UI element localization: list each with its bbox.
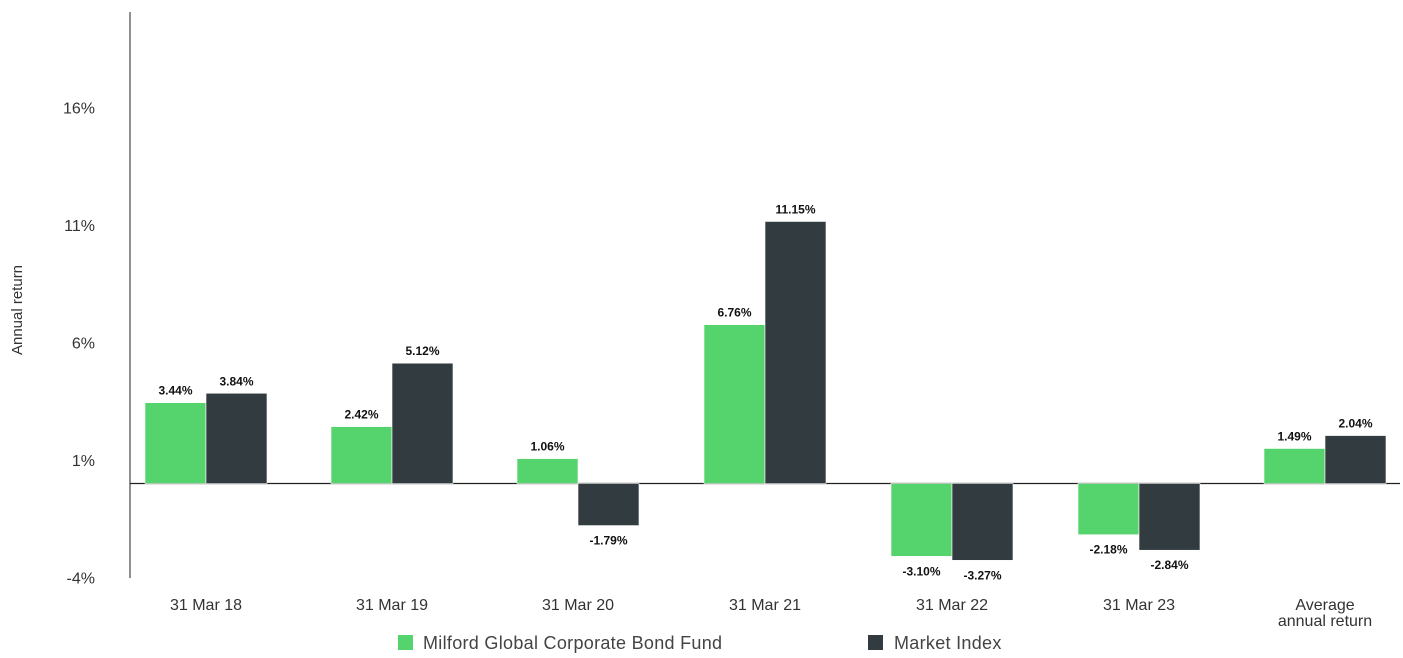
index-bar-value-label: -1.79% [589, 534, 627, 548]
fund-bar [1263, 448, 1326, 484]
index-bar-value-label: -3.27% [963, 568, 1001, 582]
index-bar-value-label: 5.12% [405, 344, 439, 358]
y-axis-title: Annual return [9, 265, 26, 355]
fund-bar [330, 426, 393, 484]
fund-bar-value-label: 3.44% [158, 384, 192, 398]
y-tick-label: 6% [72, 336, 95, 353]
fund-bar [1077, 483, 1140, 536]
index-bar [577, 483, 640, 526]
index-bar [205, 392, 268, 484]
fund-bar [890, 483, 953, 557]
index-bar [764, 221, 827, 484]
bars [144, 221, 1387, 561]
legend-swatch-index [868, 635, 883, 650]
fund-bar [703, 324, 766, 484]
y-tick-label: -4% [67, 571, 95, 588]
legend-label-index: Market Index [894, 633, 1002, 653]
fund-bar-value-label: 6.76% [717, 306, 751, 320]
x-category-label: Average annual return [1278, 597, 1372, 630]
fund-bar-value-label: 1.06% [530, 440, 564, 454]
fund-bar [144, 402, 207, 484]
index-bar-value-label: 11.15% [775, 202, 815, 216]
legend: Milford Global Corporate Bond Fund Market… [398, 633, 1002, 653]
index-bar-value-label: -2.84% [1150, 558, 1188, 572]
fund-bar [516, 458, 579, 484]
index-bar [1324, 435, 1387, 484]
index-bar [951, 483, 1014, 561]
index-bar [391, 362, 454, 484]
y-axis-title-group: Annual return [9, 265, 26, 355]
index-bar [1138, 483, 1201, 551]
fund-bar-value-label: 2.42% [344, 408, 378, 422]
x-category-label: 31 Mar 18 [170, 597, 242, 614]
fund-bar-value-label: -3.10% [902, 564, 940, 578]
category-labels: 31 Mar 18 31 Mar 19 31 Mar 20 31 Mar 21 31 M… [170, 597, 1372, 630]
x-category-label: 31 Mar 22 [916, 597, 988, 614]
index-bar-value-label: 2.04% [1338, 417, 1372, 431]
x-category-label: 31 Mar 20 [542, 597, 614, 614]
y-tick-labels: -4% 1% 6% 11% 16% [63, 101, 95, 588]
bar-value-labels: 3.44% 2.42% 1.06% 6.76% -3.10% -2.18% 1.49% 3.8… [158, 202, 1372, 582]
x-category-label: 31 Mar 23 [1103, 597, 1175, 614]
y-tick-label: 1% [72, 453, 95, 470]
fund-bar-value-label: 1.49% [1277, 429, 1311, 443]
x-category-label: 31 Mar 19 [356, 597, 428, 614]
y-tick-label: 11% [64, 218, 95, 235]
y-tick-label: 16% [63, 101, 95, 118]
x-category-label: 31 Mar 21 [729, 597, 801, 614]
legend-swatch-fund [398, 635, 413, 650]
fund-bar-value-label: -2.18% [1089, 543, 1127, 557]
legend-label-fund: Milford Global Corporate Bond Fund [423, 633, 722, 653]
index-bar-value-label: 3.84% [219, 374, 253, 388]
